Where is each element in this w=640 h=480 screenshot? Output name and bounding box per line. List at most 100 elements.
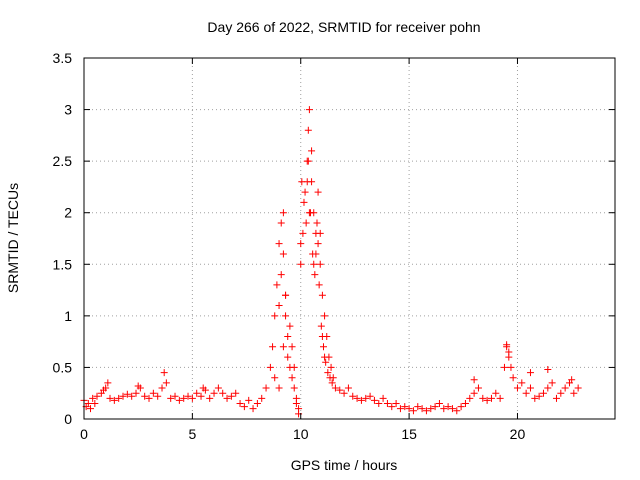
x-tick-label: 0 xyxy=(80,426,88,442)
data-point xyxy=(518,379,526,387)
data-point xyxy=(427,405,435,413)
data-point xyxy=(487,394,495,402)
data-point xyxy=(162,379,170,387)
data-point xyxy=(321,353,329,361)
data-point xyxy=(288,343,296,351)
data-point xyxy=(304,126,312,134)
data-point xyxy=(299,229,307,237)
data-point xyxy=(431,403,439,411)
data-point xyxy=(100,386,108,394)
data-point xyxy=(500,363,508,371)
data-point xyxy=(253,400,261,408)
data-point xyxy=(197,392,205,400)
data-point xyxy=(311,271,319,279)
data-point xyxy=(392,400,400,408)
chart-title: Day 266 of 2022, SRMTID for receiver poh… xyxy=(207,19,480,35)
data-point xyxy=(318,332,326,340)
x-axis-label: GPS time / hours xyxy=(291,457,398,473)
data-point xyxy=(522,389,530,397)
data-point xyxy=(401,403,409,411)
data-point xyxy=(418,405,426,413)
data-point xyxy=(297,260,305,268)
data-point xyxy=(279,343,287,351)
data-point xyxy=(444,403,452,411)
data-point xyxy=(574,384,582,392)
data-point xyxy=(199,384,207,392)
data-point xyxy=(409,407,417,415)
data-point xyxy=(544,365,552,373)
data-point xyxy=(227,392,235,400)
data-point xyxy=(277,219,285,227)
data-point xyxy=(308,178,316,186)
data-point xyxy=(414,403,422,411)
data-point xyxy=(375,400,383,408)
data-point xyxy=(440,405,448,413)
data-point xyxy=(292,400,300,408)
data-point xyxy=(318,291,326,299)
data-point xyxy=(321,312,329,320)
data-point xyxy=(110,396,118,404)
data-point xyxy=(269,343,277,351)
data-point xyxy=(470,376,478,384)
data-point xyxy=(193,389,201,397)
data-point xyxy=(331,384,339,392)
data-point xyxy=(561,384,569,392)
data-point xyxy=(273,281,281,289)
data-point xyxy=(526,384,534,392)
data-point xyxy=(288,374,296,382)
data-point xyxy=(282,291,290,299)
data-point xyxy=(141,392,149,400)
data-point xyxy=(349,392,357,400)
data-point xyxy=(134,382,142,390)
data-point xyxy=(158,384,166,392)
data-point xyxy=(353,394,361,402)
y-tick-label: 1 xyxy=(64,308,72,324)
data-point xyxy=(539,389,547,397)
data-point xyxy=(171,392,179,400)
data-point xyxy=(505,348,513,356)
data-point xyxy=(282,312,290,320)
data-point xyxy=(223,394,231,402)
data-point xyxy=(474,384,482,392)
y-tick-label: 2 xyxy=(64,205,72,221)
data-point xyxy=(132,389,140,397)
data-point xyxy=(316,260,324,268)
data-point xyxy=(340,389,348,397)
data-point xyxy=(448,405,456,413)
data-point xyxy=(123,390,131,398)
data-point xyxy=(366,392,374,400)
data-point xyxy=(324,369,332,377)
data-point xyxy=(180,394,188,402)
data-point xyxy=(492,389,500,397)
y-tick-label: 3 xyxy=(64,102,72,118)
data-point xyxy=(249,405,257,413)
x-tick-label: 10 xyxy=(293,426,309,442)
grid-lines xyxy=(84,58,615,419)
data-point xyxy=(470,389,478,397)
data-point xyxy=(214,384,222,392)
data-point xyxy=(357,396,365,404)
y-tick-label: 0 xyxy=(64,411,72,427)
data-point xyxy=(301,188,309,196)
x-tick-labels: 0 5 10 15 20 xyxy=(80,426,525,442)
data-point xyxy=(89,394,97,402)
x-tick-label: 15 xyxy=(401,426,417,442)
data-point xyxy=(336,386,344,394)
data-point xyxy=(145,394,153,402)
data-point xyxy=(388,403,396,411)
y-axis-label: SRMTID / TECUs xyxy=(5,183,21,293)
data-point xyxy=(206,394,214,402)
data-point xyxy=(535,392,543,400)
data-point xyxy=(106,394,114,402)
y-tick-labels: 0 0.5 1 1.5 2 2.5 3 3.5 xyxy=(53,50,73,427)
data-point xyxy=(300,198,308,206)
data-point xyxy=(544,384,552,392)
data-point xyxy=(362,394,370,402)
data-point xyxy=(93,392,101,400)
data-point xyxy=(240,403,248,411)
data-point xyxy=(461,400,469,408)
data-point xyxy=(370,396,378,404)
data-points xyxy=(80,106,582,418)
data-point xyxy=(305,106,313,114)
data-point xyxy=(279,209,287,217)
